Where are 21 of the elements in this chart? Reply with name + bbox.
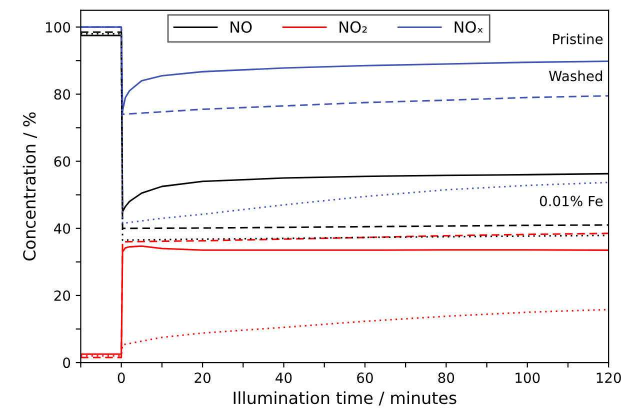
y-tick-label: 100: [46, 22, 70, 33]
x-tick-label: 60: [357, 372, 373, 384]
y-tick-label: 60: [54, 156, 70, 167]
legend-label: NO: [230, 21, 252, 33]
x-tick-label: 0: [118, 372, 125, 384]
x-tick-label: 40: [276, 372, 292, 384]
legend-label: NOₓ: [454, 21, 483, 33]
x-tick-label: 80: [438, 372, 454, 384]
x-axis-title: Illumination time / minutes: [234, 391, 456, 406]
annotation: Washed: [549, 70, 602, 82]
y-tick-label: 20: [54, 290, 70, 301]
annotation: 0.01% Fe: [540, 196, 603, 206]
x-tick-label: 100: [516, 372, 540, 384]
legend-label: NO₂: [340, 21, 367, 33]
y-tick-label: 80: [54, 89, 70, 100]
annotation: Pristine: [553, 34, 603, 44]
y-tick-label: 40: [54, 223, 70, 234]
y-tick-label: 0: [63, 358, 70, 368]
x-tick-label: 120: [596, 372, 621, 384]
y-axis-title: Concentration / %: [22, 112, 38, 260]
x-tick-label: 20: [194, 372, 210, 384]
